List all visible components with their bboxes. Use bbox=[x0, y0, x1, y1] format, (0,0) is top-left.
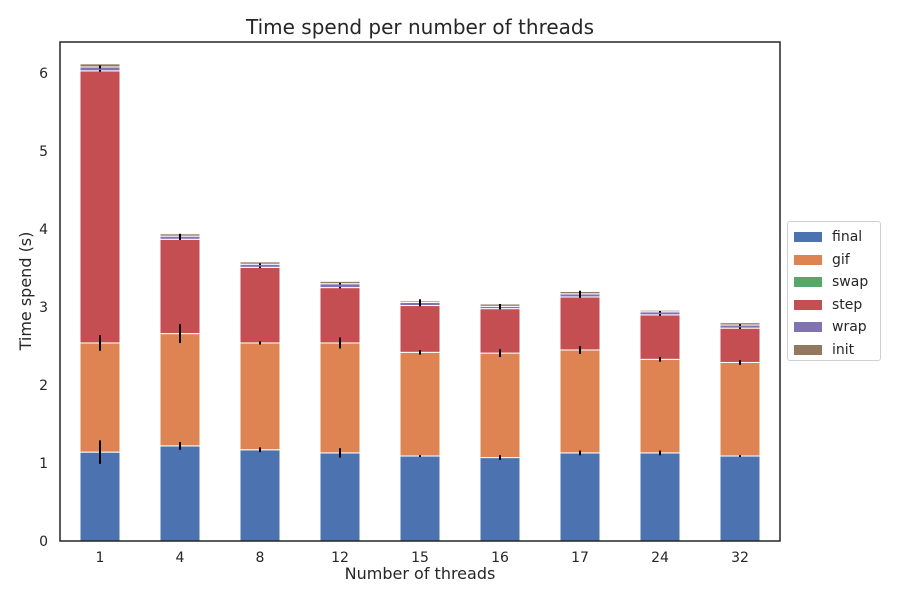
bar-gif bbox=[719, 361, 761, 457]
bar-step bbox=[479, 308, 521, 354]
y-tick-label: 0 bbox=[39, 534, 48, 550]
bar-final bbox=[479, 457, 521, 542]
error-bars bbox=[99, 65, 741, 464]
legend-swatch bbox=[794, 232, 822, 242]
y-tick-label: 1 bbox=[39, 456, 48, 472]
x-tick-label: 4 bbox=[176, 550, 185, 566]
bar-final bbox=[399, 455, 441, 542]
legend-swatch bbox=[794, 254, 822, 265]
x-tick-label: 12 bbox=[331, 550, 349, 566]
plot-frame bbox=[59, 41, 781, 542]
x-tick-label: 1 bbox=[96, 550, 105, 566]
y-tick-label: 6 bbox=[39, 66, 48, 82]
bar-final bbox=[79, 451, 121, 542]
bar-step bbox=[399, 305, 441, 353]
y-tick-label: 4 bbox=[39, 222, 48, 238]
legend-label: final bbox=[832, 229, 863, 245]
legend-item-swap: swap bbox=[794, 271, 868, 293]
bar-final bbox=[719, 455, 761, 542]
chart-title: Time spend per number of threads bbox=[245, 15, 594, 39]
y-tick-label: 5 bbox=[39, 144, 48, 160]
legend-label: swap bbox=[832, 274, 869, 290]
y-tick-label: 2 bbox=[39, 378, 48, 394]
bar-gif bbox=[79, 342, 121, 453]
legend-swatch bbox=[794, 322, 822, 332]
bar-final bbox=[639, 452, 681, 542]
legend-item-init: init bbox=[794, 339, 854, 361]
bar-step bbox=[159, 238, 201, 335]
x-tick-label: 16 bbox=[491, 550, 509, 566]
bar-gif bbox=[239, 342, 281, 451]
legend-swatch bbox=[794, 277, 822, 287]
bar-step bbox=[79, 70, 121, 344]
bar-final bbox=[159, 445, 201, 542]
bar-gif bbox=[639, 358, 681, 454]
bar-gif bbox=[479, 352, 521, 459]
bar-final bbox=[559, 452, 601, 542]
legend-item-gif: gif bbox=[794, 249, 850, 271]
y-axis-label: Time spend (s) bbox=[16, 232, 35, 352]
legend-label: wrap bbox=[832, 319, 867, 335]
bar-gif bbox=[559, 349, 601, 454]
legend-item-wrap: wrap bbox=[794, 316, 867, 338]
legend-label: init bbox=[832, 341, 855, 358]
legend-swatch bbox=[794, 344, 822, 355]
bar-step bbox=[239, 266, 281, 344]
bar-final bbox=[239, 449, 281, 542]
legend-label: gif bbox=[832, 251, 850, 268]
legend-label: step bbox=[832, 296, 863, 313]
bar-gif bbox=[399, 351, 441, 457]
bar-gif bbox=[319, 342, 361, 454]
bar-step bbox=[639, 314, 681, 360]
bar-step bbox=[319, 287, 361, 344]
bar-step bbox=[719, 327, 761, 363]
x-tick-label: 17 bbox=[571, 550, 589, 566]
bar-final bbox=[319, 452, 361, 542]
x-axis-label: Number of threads bbox=[345, 564, 496, 583]
bar-step bbox=[559, 296, 601, 351]
legend: final gif swap step wrap init bbox=[787, 221, 881, 361]
x-tick-label: 15 bbox=[411, 550, 429, 566]
x-tick-label: 24 bbox=[651, 550, 669, 566]
x-tick-label: 8 bbox=[256, 550, 265, 566]
legend-item-final: final bbox=[794, 226, 862, 248]
x-tick-label: 32 bbox=[731, 550, 749, 566]
bar-gif bbox=[159, 333, 201, 447]
y-tick-label: 3 bbox=[39, 300, 48, 316]
bars bbox=[79, 63, 761, 542]
legend-item-step: step bbox=[794, 294, 862, 316]
legend-swatch bbox=[794, 299, 822, 310]
